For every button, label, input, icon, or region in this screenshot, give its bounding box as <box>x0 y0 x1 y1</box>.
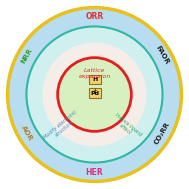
Circle shape <box>58 58 131 131</box>
Text: FAOR: FAOR <box>154 45 170 66</box>
Text: CO₂RR: CO₂RR <box>153 121 171 146</box>
Text: ORR: ORR <box>85 12 104 21</box>
Text: Modify electronic
structure: Modify electronic structure <box>43 109 82 144</box>
FancyBboxPatch shape <box>89 75 101 84</box>
Circle shape <box>8 8 181 181</box>
FancyBboxPatch shape <box>89 88 101 98</box>
Circle shape <box>26 26 163 163</box>
Text: +: + <box>92 88 97 93</box>
Text: Induce ligand
effect: Induce ligand effect <box>111 112 143 142</box>
Text: H: H <box>92 77 98 82</box>
Text: AOR: AOR <box>20 125 33 142</box>
Text: NRR: NRR <box>20 47 33 64</box>
Circle shape <box>43 43 146 146</box>
Text: HER: HER <box>86 168 103 177</box>
Text: Pd: Pd <box>91 91 99 96</box>
Text: Lattice
expansion: Lattice expansion <box>78 68 111 79</box>
